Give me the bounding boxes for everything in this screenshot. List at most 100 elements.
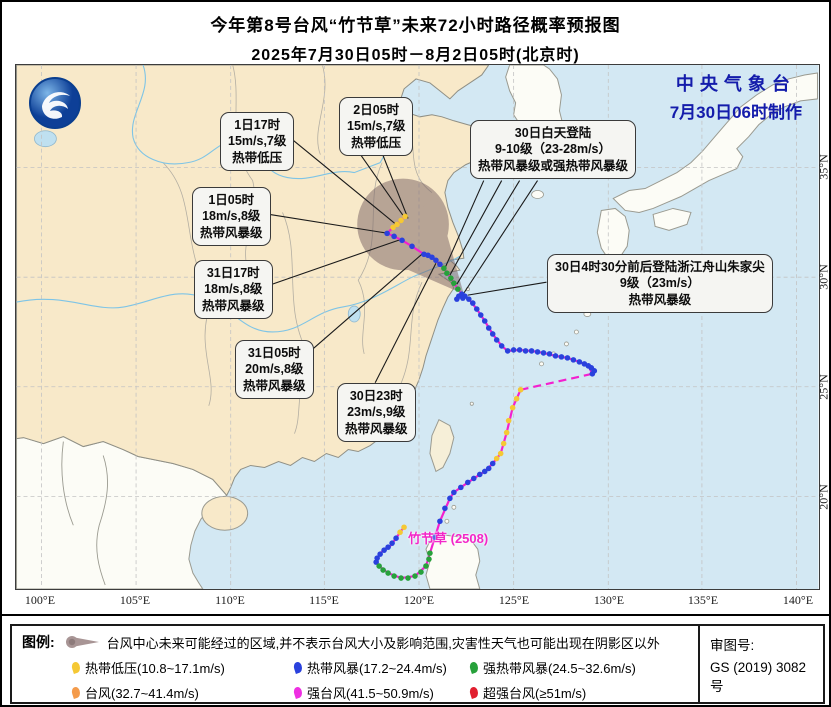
credit-agency: 中央气象台 xyxy=(675,74,796,94)
legend-dot-sts-icon xyxy=(468,661,480,674)
track-point-sts xyxy=(427,550,433,556)
track-point-ts xyxy=(409,243,415,250)
lon-tick-label: 135°E xyxy=(687,593,719,607)
legend-row-3: 台风(32.7~41.4m/s) 强台风(41.5~50.9m/s) 超强台风(≥5… xyxy=(70,683,690,702)
lon-tick-label: 130°E xyxy=(593,593,625,607)
map-number-label: 审图号: xyxy=(710,638,755,653)
track-point-sts xyxy=(444,270,450,276)
lon-tick-label: 120°E xyxy=(403,593,435,607)
track-point-ts xyxy=(485,325,492,331)
legend-item-td: 热带低压(10.8~17.1m/s) xyxy=(70,658,294,677)
callout-leader-lines xyxy=(269,139,547,384)
track-point-sts xyxy=(418,569,424,575)
track-point-ts xyxy=(465,479,471,486)
leader-line xyxy=(463,180,539,294)
track-point-td xyxy=(509,404,516,411)
track-point-ts xyxy=(564,355,571,361)
legend-title: 图例: xyxy=(22,634,55,650)
legend-item-label: 超强台风(≥51m/s) xyxy=(483,686,587,701)
track-point-ts xyxy=(447,495,453,502)
track-point-ts xyxy=(433,257,439,264)
legend: 图例: 台风中心未来可能经过的区域,并不表示台风大小及影响范围,灾害性天气也可能… xyxy=(10,624,825,704)
track-point-td xyxy=(394,221,400,228)
track-point-ts xyxy=(498,343,505,349)
river-yellow xyxy=(131,65,407,180)
track-point-ts xyxy=(477,312,484,318)
track-point-td xyxy=(402,213,408,220)
lat-tick-label: 35°N xyxy=(816,154,831,180)
track-point-ts xyxy=(391,233,397,240)
legend-item-suty: 超强台风(≥51m/s) xyxy=(468,683,587,702)
track-point-ts xyxy=(552,353,559,359)
callout-fc-1d17: 1日17时 15m/s,7级 热带低压 xyxy=(220,112,295,171)
track-point-ts xyxy=(432,534,438,540)
leader-line xyxy=(269,238,402,286)
lake xyxy=(34,130,57,148)
leader-line xyxy=(269,213,389,234)
track-point-sts xyxy=(391,573,397,579)
lake-poyang xyxy=(347,305,361,323)
track-point-ts xyxy=(454,296,460,302)
track-point-ts xyxy=(534,349,541,355)
callout-fc-30d23: 30日23时 23m/s,9级 热带风暴级 xyxy=(337,383,416,442)
leader-line xyxy=(378,145,409,219)
track-point-sts xyxy=(426,556,432,562)
track-point-ts xyxy=(558,354,565,360)
island-babuyan xyxy=(444,518,450,524)
legend-item-label: 热带低压(10.8~17.1m/s) xyxy=(85,661,225,676)
track-point-ts xyxy=(421,251,427,258)
callout-landfall-day: 30日白天登陆 9-10级（23-28m/s） 热带风暴级或强热带风暴级 xyxy=(470,120,637,179)
legend-row-2: 热带低压(10.8~17.1m/s) 热带风暴(17.2~24.4m/s) 强热带风… xyxy=(70,658,690,677)
land-kyushu xyxy=(596,207,630,261)
map-approval-number: 审图号: GS (2019) 3082号 xyxy=(698,626,823,702)
track-point-ts xyxy=(385,544,391,550)
track-point-td xyxy=(500,440,507,447)
track-point-ts xyxy=(489,331,496,337)
track-point-sts xyxy=(385,570,391,576)
track-point-sts xyxy=(455,286,461,292)
track-point-ts xyxy=(442,505,448,512)
track-point-td xyxy=(513,395,520,402)
track-point-td xyxy=(493,455,500,462)
track-point-ts xyxy=(437,518,443,525)
typhoon-track-points xyxy=(373,213,598,581)
legend-left: 图例: 台风中心未来可能经过的区域,并不表示台风大小及影响范围,灾害性天气也可能… xyxy=(12,626,698,702)
leader-line xyxy=(456,180,521,285)
lat-tick-label: 25°N xyxy=(816,374,831,400)
track-point-ts xyxy=(504,348,511,354)
land-taiwan xyxy=(429,418,455,473)
map-svg xyxy=(15,64,820,590)
legend-dot-ty-icon xyxy=(70,686,82,699)
lon-tick-label: 125°E xyxy=(498,593,530,607)
leader-line xyxy=(449,180,503,276)
legend-item-ty: 台风(32.7~41.4m/s) xyxy=(70,683,294,702)
map-area: 中央气象台 7月30日06时制作 竹节草 (2508) 2日05时 15m/s,7… xyxy=(15,64,820,590)
map-number-value: GS (2019) 3082号 xyxy=(710,660,807,694)
legend-cone-text: 台风中心未来可能经过的区域,并不表示台风大小及影响范围,灾害性天气也可能出现在阴… xyxy=(106,635,660,651)
track-point-ts xyxy=(377,551,383,557)
storm-name-label: 竹节草 (2508) xyxy=(408,531,489,546)
legend-dot-suty-icon xyxy=(468,686,480,699)
title-line1: 今年第8号台风“竹节草”未来72小时路径概率预报图 xyxy=(210,16,621,35)
lon-tick-label: 140°E xyxy=(782,593,814,607)
leader-line xyxy=(444,180,485,269)
border-vietnam-laos xyxy=(61,441,108,586)
track-point-ts xyxy=(384,230,390,237)
cma-logo xyxy=(29,77,81,129)
section-divider xyxy=(2,614,829,616)
leader-line xyxy=(292,139,397,225)
track-point-ts xyxy=(485,465,492,472)
track-point-td xyxy=(397,529,403,536)
track-point-sts xyxy=(451,280,457,286)
track-point-ts xyxy=(460,295,466,301)
callout-landfall-zhoushan: 30日4时30分前后登陆浙江舟山朱家尖 9级（23m/s） 热带风暴级 xyxy=(547,254,773,313)
river-yangtze xyxy=(16,255,461,333)
track-point-ts xyxy=(469,300,476,306)
leader-line xyxy=(467,281,547,296)
track-point-ts xyxy=(489,460,496,467)
callout-fc-1d05: 1日05时 18m/s,8级 热带风暴级 xyxy=(192,187,271,246)
track-point-ts xyxy=(473,306,480,312)
track-point-sts xyxy=(405,575,411,581)
track-point-sts xyxy=(441,265,447,272)
